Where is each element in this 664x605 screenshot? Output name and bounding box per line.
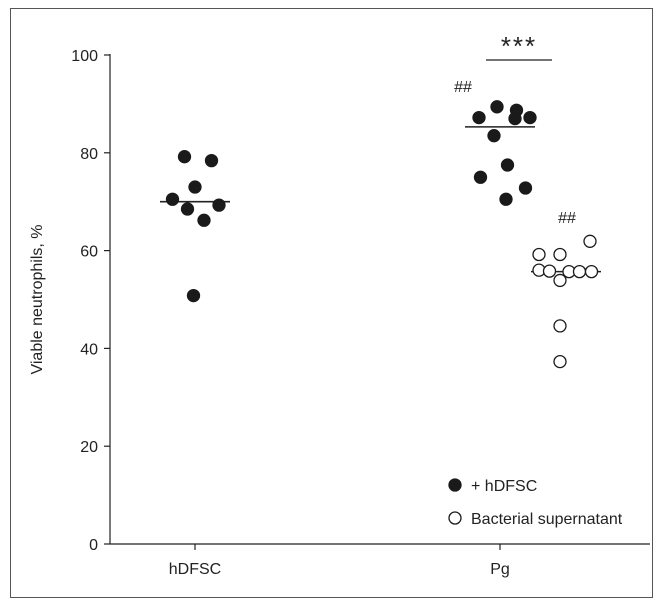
filled-data-point: [165, 192, 180, 206]
filled-data-point: [500, 158, 515, 172]
legend: + hDFSC Bacterial supernatant: [448, 478, 623, 528]
open-data-point: [572, 264, 587, 279]
open-data-point: [583, 234, 597, 248]
figure-frame: [10, 8, 653, 598]
filled-data-point: [197, 213, 211, 227]
y-tick-label: 60: [80, 244, 98, 261]
filled-data-point: [473, 170, 488, 184]
y-axis-label: Viable neutrophils, %: [29, 224, 46, 374]
filled-data-point: [487, 129, 501, 143]
significance-marker: ##: [558, 210, 576, 227]
filled-data-point: [177, 150, 192, 164]
filled-data-point: [499, 192, 513, 206]
filled-data-point: [186, 288, 201, 303]
legend-label-hdfsc: + hDFSC: [471, 478, 537, 495]
x-tick-label: Pg: [490, 561, 510, 578]
y-tick-label: 0: [89, 537, 98, 554]
open-data-point: [584, 264, 599, 279]
legend-open-marker: [448, 511, 462, 525]
axes: 0 20 40 60 80 100 hDFSC Pg Viable neutrophils, %: [29, 48, 650, 578]
y-tick-label: 80: [80, 146, 98, 163]
open-data-point: [532, 247, 546, 262]
significance-marker: ##: [454, 79, 472, 96]
open-data-point: [553, 247, 567, 262]
legend-filled-marker: [448, 478, 462, 492]
open-data-point: [553, 273, 567, 288]
filled-data-point: [508, 111, 522, 126]
data-marks: [160, 100, 601, 369]
filled-data-point: [490, 100, 504, 114]
filled-data-point: [523, 110, 537, 125]
y-tick-label: 100: [71, 48, 98, 65]
open-data-point: [542, 264, 557, 278]
open-data-point: [553, 354, 567, 369]
x-tick-label: hDFSC: [169, 561, 221, 578]
filled-data-point: [188, 180, 202, 194]
filled-data-point: [518, 181, 533, 195]
annotations: ## ## ***: [454, 31, 576, 227]
filled-data-point: [212, 198, 226, 212]
filled-data-point: [180, 202, 195, 216]
legend-label-bacterial-supernatant: Bacterial supernatant: [471, 511, 623, 528]
filled-data-point: [472, 110, 486, 125]
y-tick-label: 20: [80, 439, 98, 456]
y-tick-label: 40: [80, 341, 98, 358]
open-data-point: [553, 319, 567, 333]
filled-data-point: [204, 153, 219, 168]
significance-stars: ***: [501, 31, 537, 61]
